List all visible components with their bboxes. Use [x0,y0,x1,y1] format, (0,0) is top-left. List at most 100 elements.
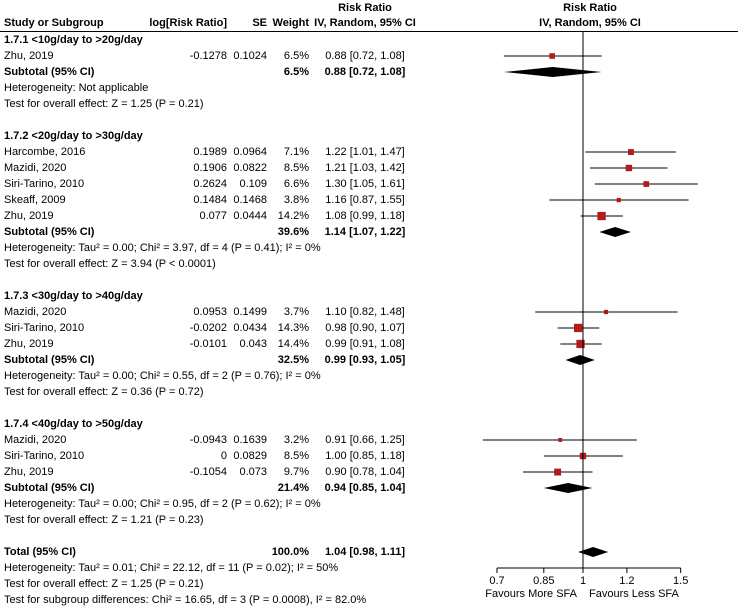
study-row: Mazidi, 2020 0.0953 0.1499 3.7% 1.10 [0.82, … [0,304,738,320]
se-value: 0.043 [239,338,267,350]
subgroup-title: 1.7.4 <40g/day to >50g/day [4,418,143,430]
header-row-2: Study or Subgroup log[Risk Ratio] SE Wei… [0,16,738,31]
weight-value: 6.5% [283,50,309,62]
subgroup-title: 1.7.3 <30g/day to >40g/day [4,290,143,302]
weight-value: 3.7% [283,306,309,318]
subgroup-title-row: 1.7.2 <20g/day to >30g/day [0,128,738,144]
log-risk-ratio-value: 0.077 [199,210,227,222]
se-value: 0.1468 [233,194,267,206]
favours-right-label: Favours Less SFA [589,588,680,600]
heterogeneity-text: Heterogeneity: Not applicable [4,82,149,94]
subgroup-title-row: 1.7.1 <10g/day to >20g/day [0,32,738,48]
log-risk-ratio-value: 0 [220,450,227,462]
subgroup-title: 1.7.2 <20g/day to >30g/day [4,130,143,142]
study-name: Mazidi, 2020 [4,434,67,446]
total-row: Total (95% CI) 100.0% 1.04 [0.98, 1.11] [0,544,738,560]
ci-text-value: 1.16 [0.87, 1.55] [325,194,405,206]
log-risk-ratio-value: 0.2624 [193,178,227,190]
effect-square [628,149,634,155]
study-name: Mazidi, 2020 [4,162,67,174]
subtotal-row: Subtotal (95% CI) 6.5% 0.88 [0.72, 1.08] [0,64,738,80]
subtotal-diamond [599,227,631,237]
subtotal-ci: 0.88 [0.72, 1.08] [324,66,406,78]
study-row: Zhu, 2019 -0.0101 0.043 14.4% 0.99 [0.91, 1.… [0,336,738,352]
se-value: 0.073 [239,466,267,478]
ci-text-value: 1.30 [1.05, 1.61] [325,178,405,190]
ci-text-value: 1.22 [1.01, 1.47] [325,146,405,158]
subtotal-diamond [503,67,602,77]
heterogeneity-row: Heterogeneity: Tau² = 0.00; Chi² = 0.55,… [0,368,738,384]
subgroup-differences-row: Test for subgroup differences: Chi² = 16… [0,592,738,608]
study-row: Mazidi, 2020 -0.0943 0.1639 3.2% 0.91 [0.66,… [0,432,738,448]
total-ci: 1.04 [0.98, 1.11] [324,546,406,558]
study-row: Harcombe, 2016 0.1989 0.0964 7.1% 1.22 [1.01… [0,144,738,160]
subtotal-weight: 32.5% [277,354,309,366]
effect-square [643,181,650,187]
study-name: Siri-Tarino, 2010 [4,322,85,334]
subgroup-title-row: 1.7.3 <30g/day to >40g/day [0,288,738,304]
overall-effect-text: Test for overall effect: Z = 1.25 (P = 0… [4,98,204,110]
effect-square [558,438,563,442]
effect-square [549,53,555,59]
weight-value: 3.2% [283,434,309,446]
subtotal-row: Subtotal (95% CI) 32.5% 0.99 [0.93, 1.05] [0,352,738,368]
effect-square [603,309,609,315]
ci-text-value: 0.90 [0.78, 1.04] [325,466,405,478]
subgroup-title-row: 1.7.4 <40g/day to >50g/day [0,416,738,432]
total-weight: 100.0% [271,546,309,558]
log-risk-ratio-value: 0.1906 [193,162,227,174]
study-row: Siri-Tarino, 2010 -0.0202 0.0434 14.3% 0.98 … [0,320,738,336]
heterogeneity-text: Heterogeneity: Tau² = 0.00; Chi² = 0.95,… [4,498,321,510]
axis-tick-label: 1.5 [673,575,688,587]
effect-square [576,339,585,349]
heterogeneity-text: Heterogeneity: Tau² = 0.00; Chi² = 3.97,… [4,242,321,254]
header-row-1: Risk Ratio Risk Ratio [0,1,738,16]
overall-effect-text: Test for overall effect: Z = 0.36 (P = 0… [4,386,204,398]
subtotal-ci: 0.94 [0.85, 1.04] [324,482,406,494]
effect-column-title: Risk Ratio [338,2,392,14]
favours-left-label: Favours More SFA [485,588,577,600]
se-column-header: SE [252,17,267,29]
subtotal-ci: 0.99 [0.93, 1.05] [324,354,406,366]
subtotal-ci: 1.14 [1.07, 1.22] [324,226,406,238]
study-row: Zhu, 2019 -0.1278 0.1024 6.5% 0.88 [0.72, 1.… [0,48,738,64]
overall-effect-row: Test for overall effect: Z = 1.25 (P = 0… [0,96,738,112]
subtotal-label: Subtotal (95% CI) [4,226,95,238]
overall-effect-row: Test for overall effect: Z = 3.94 (P < 0… [0,256,738,272]
weight-column-header: Weight [272,17,309,29]
axis-tick-label: 0.85 [533,575,554,587]
heterogeneity-text: Heterogeneity: Tau² = 0.00; Chi² = 0.55,… [4,370,321,382]
ci-text-value: 1.21 [1.03, 1.42] [325,162,405,174]
effect-square [597,211,606,221]
weight-value: 6.6% [283,178,309,190]
study-row: Mazidi, 2020 0.1906 0.0822 8.5% 1.21 [1.03, … [0,160,738,176]
study-column-header: Study or Subgroup [4,17,104,29]
study-row: Siri-Tarino, 2010 0.2624 0.109 6.6% 1.30 [1.… [0,176,738,192]
heterogeneity-row: Heterogeneity: Tau² = 0.00; Chi² = 0.95,… [0,496,738,512]
axis-tick-label: 1 [580,575,586,587]
se-value: 0.0444 [233,210,267,222]
subtotal-weight: 6.5% [283,66,309,78]
subtotal-row: Subtotal (95% CI) 39.6% 1.14 [1.07, 1.22] [0,224,738,240]
study-name: Zhu, 2019 [4,210,54,222]
log-risk-ratio-value: 0.0953 [193,306,227,318]
subtotal-diamond [543,483,593,493]
se-value: 0.0964 [233,146,267,158]
study-name: Siri-Tarino, 2010 [4,450,85,462]
ci-text-value: 0.98 [0.90, 1.07] [325,322,405,334]
ci-text-value: 0.88 [0.72, 1.08] [325,50,405,62]
study-row: Zhu, 2019 -0.1054 0.073 9.7% 0.90 [0.78, 1.0… [0,464,738,480]
log-risk-ratio-value: 0.1989 [193,146,227,158]
subtotal-diamond [565,355,595,365]
overall-effect-text: Test for overall effect: Z = 1.21 (P = 0… [4,514,204,526]
log-risk-ratio-value: -0.1054 [189,466,227,478]
effect-square [554,468,562,476]
plot-column-title: Risk Ratio [563,2,617,14]
weight-value: 14.2% [277,210,309,222]
subtotal-weight: 39.6% [277,226,309,238]
weight-value: 8.5% [283,450,309,462]
se-value: 0.0434 [233,322,267,334]
ci-text-value: 1.08 [0.99, 1.18] [325,210,405,222]
